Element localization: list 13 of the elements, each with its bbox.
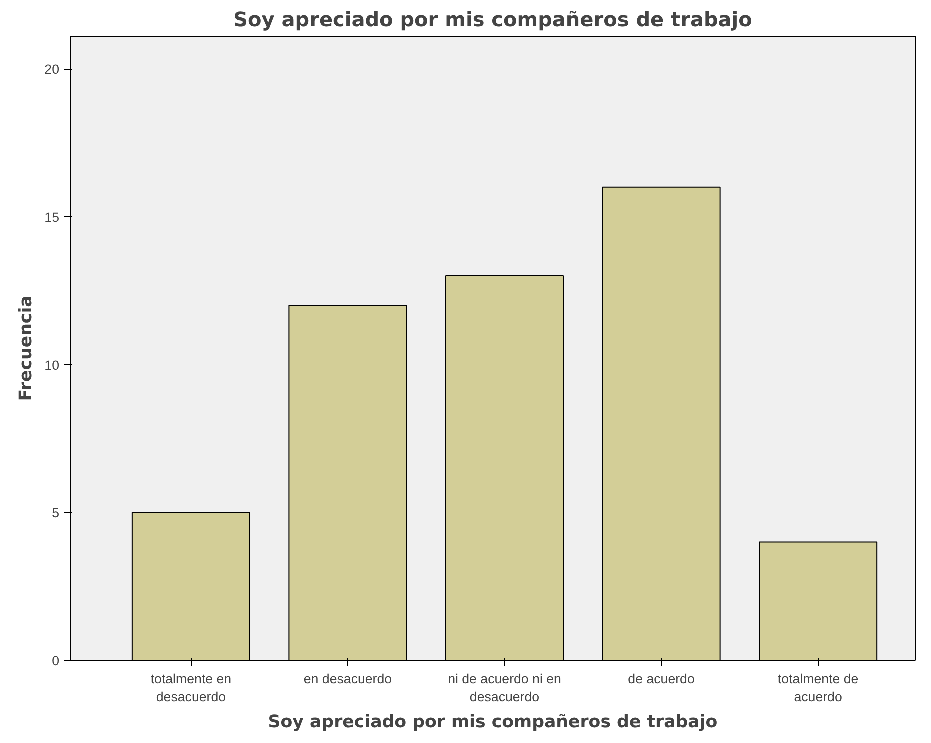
x-tick-label: totalmente en desacuerdo bbox=[150, 672, 232, 704]
y-tick-label: 15 bbox=[44, 210, 60, 225]
y-tick-label: 20 bbox=[44, 62, 60, 78]
x-tick-label: en desacuerdo bbox=[304, 672, 392, 686]
y-axis-title: Frecuencia bbox=[16, 296, 37, 402]
x-tick-label: totalmente de acuerdo bbox=[778, 672, 859, 704]
y-tick-label: 0 bbox=[52, 654, 60, 668]
y-tick-label: 10 bbox=[44, 358, 60, 373]
x-axis-title: Soy apreciado por mis compañeros de trabajo bbox=[268, 712, 718, 732]
x-tick-label: ni de acuerdo ni en desacuerdo bbox=[448, 672, 562, 704]
y-tick-label: 5 bbox=[52, 506, 60, 521]
chart-title: Soy apreciado por mis compañeros de trabajo bbox=[234, 8, 752, 32]
x-tick-label: de acuerdo bbox=[628, 672, 695, 686]
